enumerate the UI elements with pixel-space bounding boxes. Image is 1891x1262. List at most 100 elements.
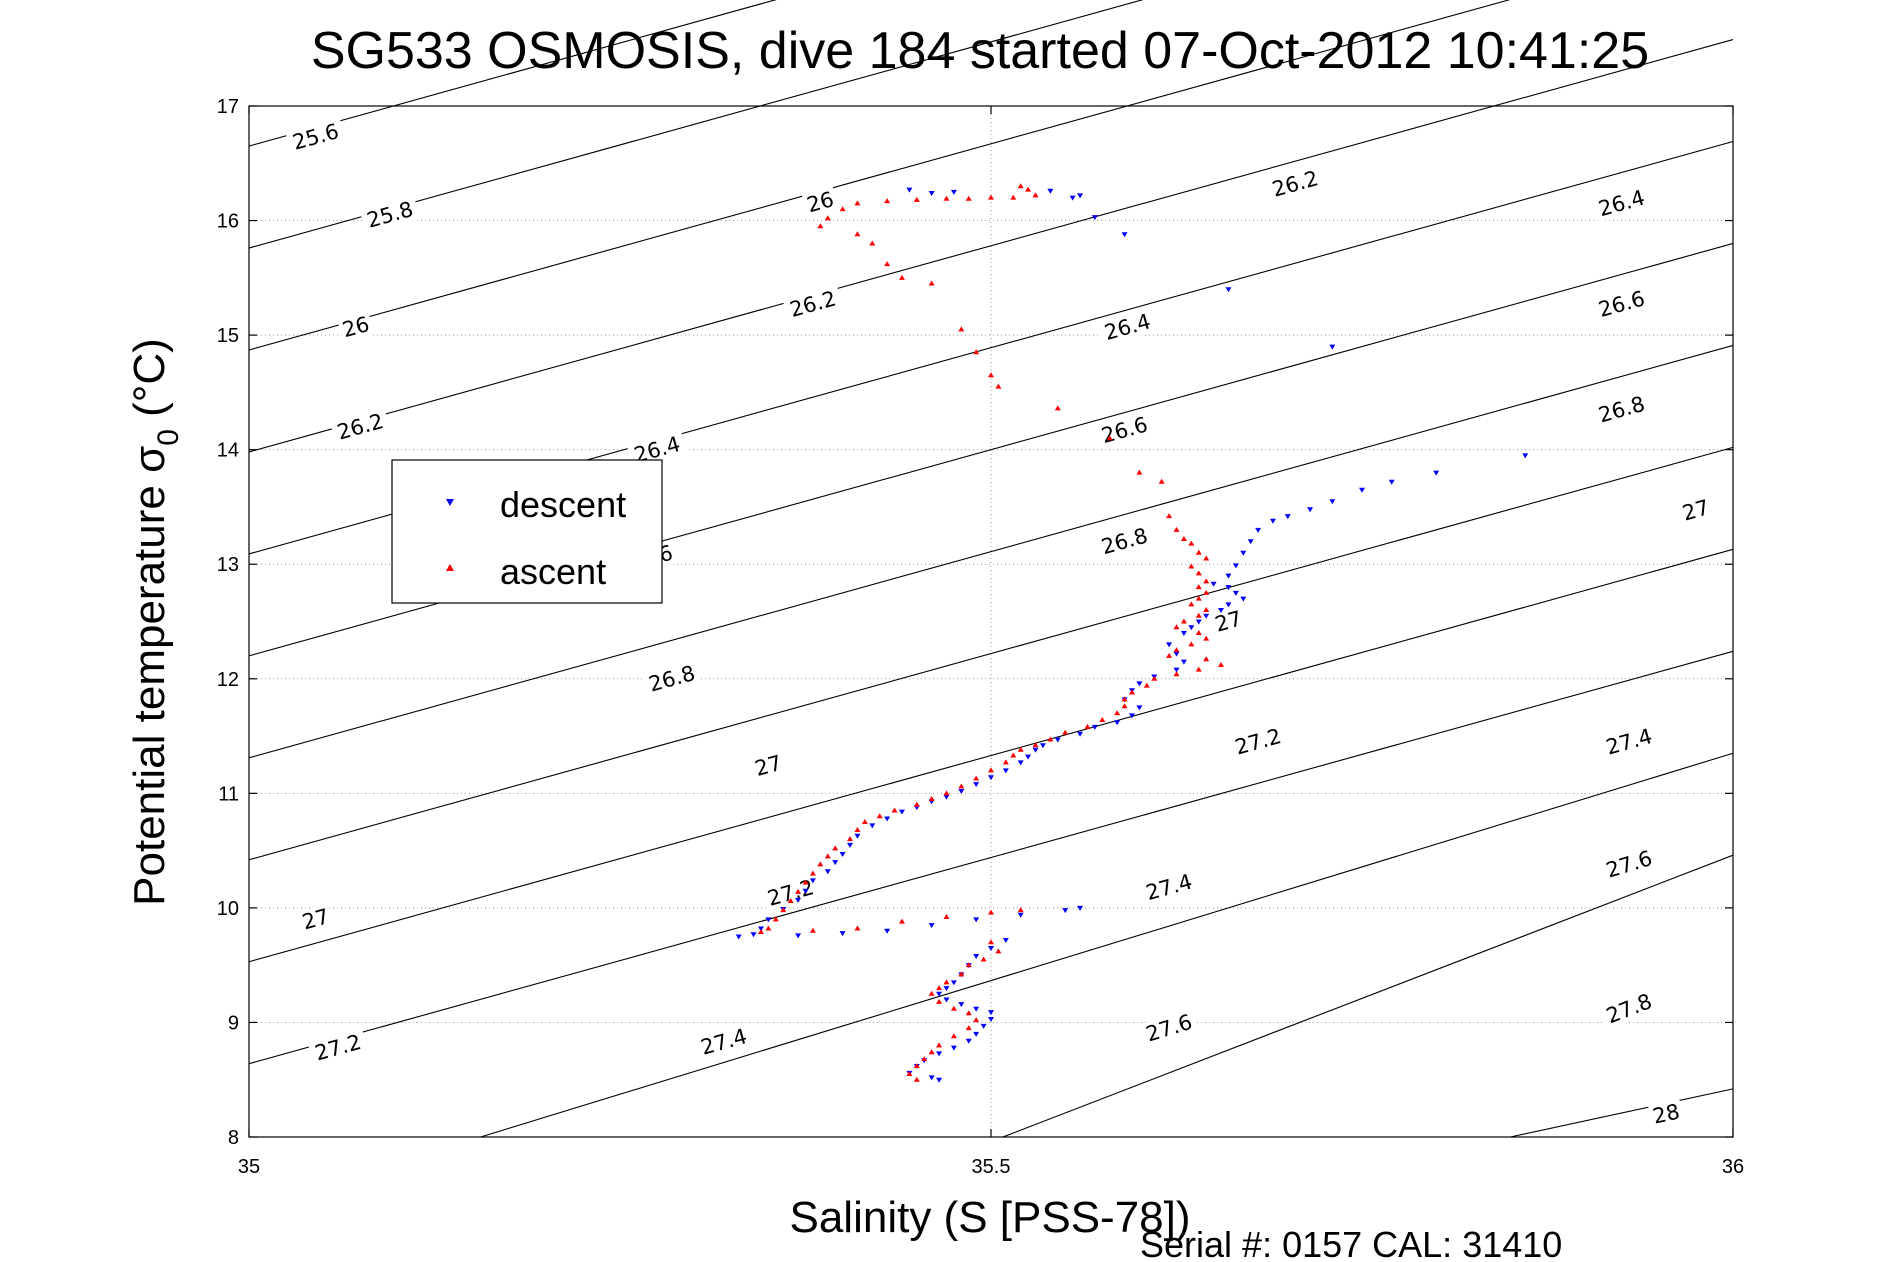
ascent-point — [1158, 478, 1165, 484]
ascent-point — [928, 796, 935, 802]
descent-point — [928, 1075, 935, 1081]
descent-point — [854, 833, 861, 839]
ascent-point — [1203, 656, 1210, 662]
legend-box — [391, 459, 663, 604]
ascent-point — [995, 948, 1002, 954]
descent-point — [936, 1051, 943, 1057]
descent-point — [1136, 705, 1143, 711]
descent-point — [958, 1002, 965, 1008]
ascent-point — [913, 1062, 920, 1068]
legend: descent ascent — [391, 459, 663, 604]
descent-point — [1232, 563, 1239, 569]
descent-point — [973, 954, 980, 960]
ascent-point — [809, 870, 816, 876]
descent-point — [1329, 499, 1336, 505]
descent-point — [988, 775, 994, 781]
descent-point — [1017, 912, 1024, 918]
ascent-point — [780, 907, 787, 913]
ascent-point — [854, 200, 861, 206]
ascent-point — [898, 274, 905, 280]
ascent-point — [1188, 563, 1195, 569]
ascent-point — [1218, 662, 1225, 668]
ascent-point — [795, 888, 802, 894]
legend-ascent-marker — [446, 564, 454, 571]
ascent-point — [824, 853, 831, 859]
contour-label-bg — [1677, 494, 1715, 527]
descent-point — [943, 997, 950, 1003]
y-tick-label: 14 — [217, 440, 239, 462]
ascent-point — [1195, 570, 1202, 576]
descent-point — [884, 816, 891, 822]
contour-label-group: 27 — [1677, 494, 1715, 527]
contour-line — [248, 446, 1734, 861]
contour-label-group: 27 — [297, 903, 335, 936]
ascent-point — [1114, 710, 1121, 716]
descent-point — [950, 189, 957, 195]
contour-label-bg — [1094, 522, 1155, 561]
ascent-point — [1010, 752, 1017, 758]
ascent-point — [765, 925, 772, 931]
descent-point — [1180, 630, 1187, 636]
ascent-point — [817, 861, 824, 867]
y-tick-label: 10 — [217, 898, 239, 920]
ascent-point — [1128, 689, 1135, 695]
ascent-point — [1032, 192, 1039, 198]
ascent-point — [913, 196, 920, 202]
descent-point — [765, 917, 772, 923]
descent-point — [965, 1038, 972, 1044]
ascent-point — [1121, 696, 1128, 702]
contour-label-bg — [285, 117, 346, 156]
descent-point — [1032, 747, 1039, 753]
legend-descent-marker — [446, 499, 454, 506]
ascent-point — [1106, 435, 1113, 441]
ascent-point — [1166, 652, 1173, 658]
ascent-point — [1195, 666, 1202, 672]
contour-label-group: 28 — [1648, 1098, 1685, 1130]
descent-point — [1091, 215, 1098, 221]
descent-point — [1173, 651, 1180, 657]
contour-label-bg — [749, 749, 788, 782]
descent-point — [1269, 518, 1276, 524]
descent-point — [1077, 731, 1084, 737]
ascent-point — [1188, 540, 1195, 546]
descent-point — [1069, 195, 1076, 201]
descent-point — [898, 809, 905, 815]
contour-label: 28 — [1651, 1100, 1682, 1129]
ascent-point — [1180, 536, 1187, 542]
descent-point — [1062, 908, 1069, 914]
axis-ticks: 8 9 10 11 12 13 14 15 16 17 35 35.5 36 — [217, 96, 1744, 1178]
descent-point — [950, 1045, 957, 1051]
descent-point — [936, 1077, 943, 1083]
descent-point — [884, 928, 891, 934]
chart-title: SG533 OSMOSIS, dive 184 started 07-Oct-2… — [311, 22, 1649, 80]
descent-point — [973, 782, 980, 788]
descent-point — [906, 187, 913, 193]
descent-point — [1218, 608, 1225, 614]
descent-point — [928, 923, 935, 929]
ascent-point — [928, 280, 935, 286]
ascent-point — [1173, 671, 1180, 677]
descent-point — [958, 789, 965, 795]
ascent-point — [973, 1017, 980, 1023]
descent-point — [1002, 768, 1009, 774]
ascent-point — [898, 918, 905, 924]
ascent-point — [943, 790, 950, 796]
descent-point — [1225, 287, 1232, 293]
descent-point — [973, 1006, 980, 1012]
ascent-point — [1017, 907, 1024, 913]
ascent-point — [943, 979, 950, 985]
descent-point — [839, 931, 846, 937]
ascent-point — [988, 909, 994, 915]
descent-point — [1359, 487, 1365, 493]
x-tick-label: 35 — [238, 1156, 260, 1178]
descent-point — [1128, 713, 1135, 719]
descent-point — [950, 980, 957, 986]
ascent-point — [1084, 723, 1091, 729]
contour-label-bg — [641, 659, 703, 698]
descent-point — [1136, 681, 1143, 687]
ascent-point — [1203, 555, 1210, 561]
y-tick-label: 17 — [217, 96, 239, 118]
ascent-point — [913, 801, 920, 807]
descent-point — [1225, 585, 1232, 591]
descent-point — [1522, 453, 1529, 459]
